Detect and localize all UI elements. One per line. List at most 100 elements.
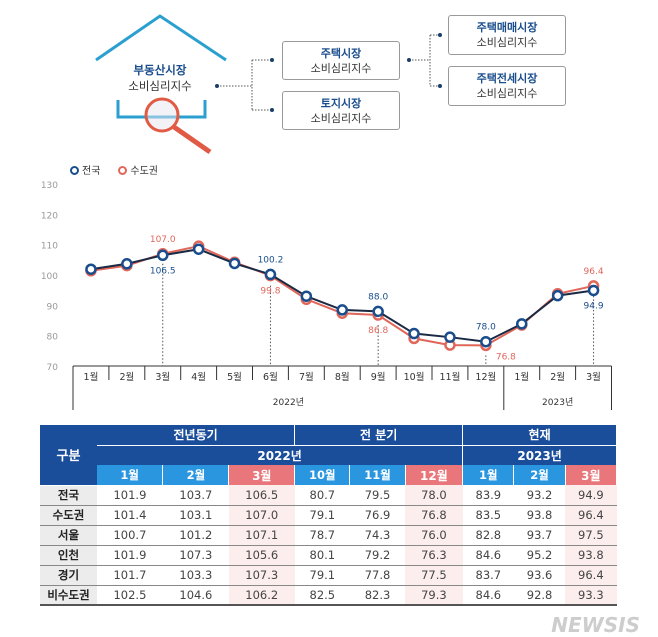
- table-cell: 107.3: [228, 565, 295, 586]
- table-cell: 93.8: [513, 505, 566, 526]
- housing-sale-box: 주택매매시장 소비심리지수: [448, 15, 566, 55]
- x-tick-label: 2월: [119, 371, 134, 383]
- table-cell: 97.5: [565, 525, 617, 546]
- table-cell: 106.5: [228, 485, 295, 506]
- data-label: 86.8: [368, 326, 388, 336]
- year-header: 2022년: [97, 444, 464, 465]
- data-label: 76.8: [496, 352, 516, 362]
- data-point: [300, 290, 313, 302]
- month-header: 2월: [513, 465, 566, 485]
- table-cell: 93.7: [513, 525, 566, 546]
- diagram-graphics: [95, 14, 442, 155]
- x-tick-label: 4월: [191, 371, 206, 383]
- month-header: 10월: [294, 465, 351, 485]
- legend-item-national: 전국: [70, 162, 100, 177]
- group-header: 현재: [462, 425, 617, 445]
- house-roof-icon: [95, 14, 227, 62]
- table-cell: 92.8: [513, 585, 566, 606]
- table-cell: 79.1: [294, 565, 350, 586]
- data-point: [85, 263, 97, 275]
- x-tick-label: 11월: [440, 371, 461, 383]
- table-cell: 77.5: [405, 565, 463, 586]
- data-label: 96.4: [584, 267, 604, 277]
- data-point: [121, 258, 133, 270]
- table-cell: 93.2: [513, 485, 566, 506]
- box-subtitle: 소비심리지수: [476, 87, 538, 100]
- table-cell: 82.3: [349, 585, 406, 606]
- data-label: 106.5: [150, 266, 176, 276]
- table-cell: 107.3: [162, 545, 229, 566]
- y-tick-label: 130: [41, 181, 58, 191]
- table-cell: 83.7: [462, 565, 514, 586]
- table-cell: 79.2: [349, 545, 406, 566]
- legend-marker: [118, 166, 128, 175]
- table-cell: 74.3: [349, 525, 406, 546]
- table-cell: 77.8: [349, 565, 406, 586]
- data-label: 78.0: [476, 323, 496, 333]
- y-tick-label: 120: [41, 211, 58, 221]
- table-cell: 96.4: [565, 505, 617, 526]
- data-label: 100.2: [258, 255, 284, 265]
- table-cell: 78.0: [405, 485, 463, 506]
- x-tick-label: 2월: [550, 371, 565, 383]
- legend-marker: [70, 166, 79, 175]
- table-cell: 80.7: [294, 485, 350, 506]
- table-cell: 83.9: [462, 485, 514, 506]
- table-cell: 84.6: [462, 545, 514, 566]
- table-row: 전국 101.9 103.7 106.5 80.7 79.5 78.0 83.9 93.2 94.…: [40, 485, 617, 506]
- table-cell: 103.1: [162, 505, 229, 526]
- y-tick-label: 70: [47, 363, 59, 373]
- table-cell: 95.2: [513, 545, 566, 566]
- y-tick-label: 80: [47, 333, 59, 343]
- data-label: 99.8: [260, 287, 280, 297]
- legend-label: 전국: [82, 166, 101, 177]
- table-cell: 93.3: [565, 585, 617, 606]
- table-cell: 101.9: [97, 545, 163, 566]
- row-label: 전국: [40, 485, 97, 506]
- magnifier-icon: [144, 97, 212, 155]
- month-header: 3월: [565, 465, 618, 485]
- table-cell: 76.9: [349, 505, 406, 526]
- table-cell: 105.6: [228, 545, 295, 566]
- month-header: 1월: [97, 465, 164, 485]
- data-point: [444, 331, 456, 343]
- data-point: [516, 318, 528, 330]
- y-tick-label: 90: [47, 302, 59, 312]
- data-point: [228, 257, 241, 270]
- row-label: 비수도권: [40, 585, 97, 606]
- table-cell: 76.3: [405, 545, 463, 566]
- table-row: 수도권 101.4 103.1 107.0 79.1 76.9 76.8 83.5 93.8 96…: [40, 505, 617, 526]
- table-cell: 106.2: [228, 585, 295, 606]
- y-tick-label: 100: [41, 272, 58, 282]
- x-tick-label: 5월: [227, 371, 242, 383]
- month-header: 11월: [349, 465, 406, 485]
- index-table: 구분 전년동기 전 분기 현재 2022년 2023년 1월 2월 3월 10월 11월…: [40, 425, 618, 606]
- box-subtitle: 소비심리지수: [476, 36, 538, 49]
- table-cell: 82.8: [462, 525, 514, 546]
- row-label: 수도권: [40, 505, 97, 526]
- table-cell: 84.6: [462, 585, 514, 606]
- connectors: [217, 34, 440, 111]
- table-cell: 78.7: [294, 525, 350, 546]
- group-header: 전 분기: [294, 425, 464, 445]
- table-cell: 96.4: [565, 565, 617, 586]
- root-index-label: 부동산시장 소비심리지수: [100, 62, 220, 94]
- table-cell: 94.9: [565, 485, 617, 506]
- table-cell: 93.6: [513, 565, 566, 586]
- group-header: 전년동기: [97, 425, 296, 445]
- table-cell: 83.5: [462, 505, 514, 526]
- box-title: 주택전세시장: [476, 72, 538, 85]
- data-label: 107.0: [150, 235, 176, 245]
- table-cell: 101.7: [97, 565, 163, 586]
- newsis-watermark: NEWSIS: [551, 613, 640, 637]
- x-tick-label: 6월: [263, 371, 278, 383]
- month-header: 1월: [462, 465, 515, 485]
- table-cell: 76.8: [405, 505, 463, 526]
- x-tick-label: 12월: [475, 371, 496, 383]
- data-point: [157, 249, 169, 262]
- data-point: [480, 335, 492, 348]
- table-cell: 76.0: [405, 525, 463, 546]
- table-cell: 100.7: [97, 525, 163, 546]
- month-header: 12월: [405, 465, 464, 485]
